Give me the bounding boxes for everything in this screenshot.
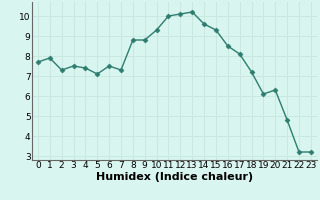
X-axis label: Humidex (Indice chaleur): Humidex (Indice chaleur)	[96, 172, 253, 182]
